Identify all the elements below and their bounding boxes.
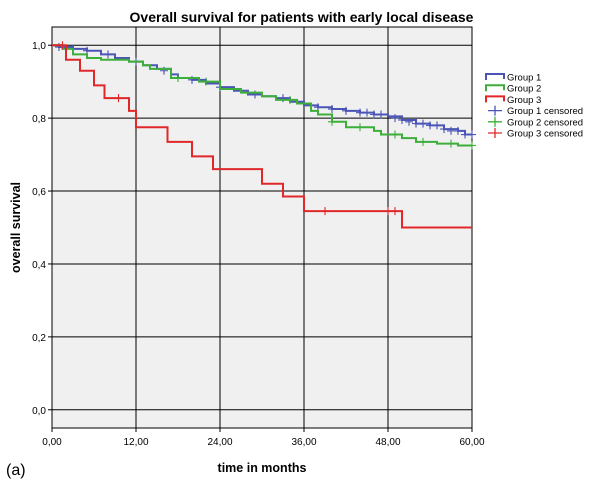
chart-title: Overall survival for patients with early… — [129, 9, 474, 25]
group-3-censor-mark — [384, 207, 392, 216]
x-axis-title: time in months — [218, 461, 307, 475]
group-1-censor-mark — [454, 126, 462, 135]
group-2-censor-mark — [202, 77, 210, 86]
group-2-censor-mark — [391, 130, 399, 139]
y-tick-label: 1,0 — [32, 41, 46, 52]
group-2-censor-mark — [174, 74, 182, 83]
y-tick-label: 0,8 — [32, 114, 46, 125]
legend-label-group-2: Group 2 — [507, 84, 541, 95]
group-1-censor-mark — [440, 125, 448, 134]
group-1-censor-mark — [419, 119, 427, 128]
group-1-censor-mark — [468, 130, 476, 139]
group-1-censor-mark — [461, 130, 469, 139]
group-1-censor-mark — [370, 110, 378, 119]
y-tick-label: 0,6 — [32, 187, 46, 198]
legend-swatch-group-3 — [485, 95, 505, 103]
group-1-censor-mark — [391, 114, 399, 123]
group-2-censor-mark — [286, 95, 294, 104]
group-1-censor-mark — [377, 110, 385, 119]
x-tick-label: 36,00 — [291, 437, 316, 448]
legend-swatch-group-2 — [485, 84, 505, 92]
group-1-censor-mark — [426, 121, 434, 130]
x-tick-label: 0,00 — [42, 437, 62, 448]
y-tick-label: 0,0 — [32, 406, 46, 417]
legend-swatch-group-1-censored — [488, 105, 502, 116]
group-3-censor-mark — [391, 207, 399, 216]
legend-label-group-2-censored: Group 2 censored — [507, 117, 583, 128]
legend-label-group-3-censored: Group 3 censored — [507, 129, 583, 140]
legend-swatch-group-3-censored — [488, 128, 502, 138]
group-1-censor-mark — [104, 50, 112, 59]
y-tick-label: 0,4 — [32, 260, 46, 271]
legend-label-group-1-censored: Group 1 censored — [507, 106, 583, 117]
group-1-censor-mark — [412, 119, 420, 128]
x-tick-label: 12,00 — [123, 437, 148, 448]
group-1-censor-mark — [342, 106, 350, 115]
y-tick-label: 0,2 — [32, 333, 46, 344]
group-1-censor-mark — [356, 108, 364, 117]
x-tick-label: 60,00 — [459, 437, 484, 448]
group-3-censor-mark — [321, 207, 329, 216]
legend-label-group-1: Group 1 — [507, 73, 541, 84]
group-3-censor-mark — [58, 41, 67, 50]
x-tick-label: 48,00 — [375, 437, 400, 448]
group-1-censor-mark — [398, 115, 406, 124]
y-axis-title: overall survival — [9, 182, 23, 273]
group-1-censor-mark — [363, 108, 371, 117]
group-1-censor-mark — [405, 117, 413, 126]
group-3-survival-curve — [52, 44, 472, 229]
group-2-censor-mark — [447, 139, 455, 148]
panel-label: (a) — [6, 462, 26, 479]
group-1-censor-mark — [447, 126, 455, 135]
x-tick-label: 24,00 — [207, 437, 232, 448]
group-1-censor-mark — [328, 105, 336, 114]
group-2-censor-mark — [419, 137, 427, 146]
legend-swatch-group-1 — [485, 73, 505, 80]
legend-label-group-3: Group 3 — [507, 95, 541, 106]
group-2-censor-mark — [468, 141, 476, 150]
group-2-censor-mark — [328, 117, 336, 126]
group-1-censor-mark — [433, 121, 441, 130]
group-3-censor-mark — [114, 94, 123, 103]
group-2-censor-mark — [356, 123, 364, 132]
legend-swatch-group-2-censored — [488, 116, 502, 127]
